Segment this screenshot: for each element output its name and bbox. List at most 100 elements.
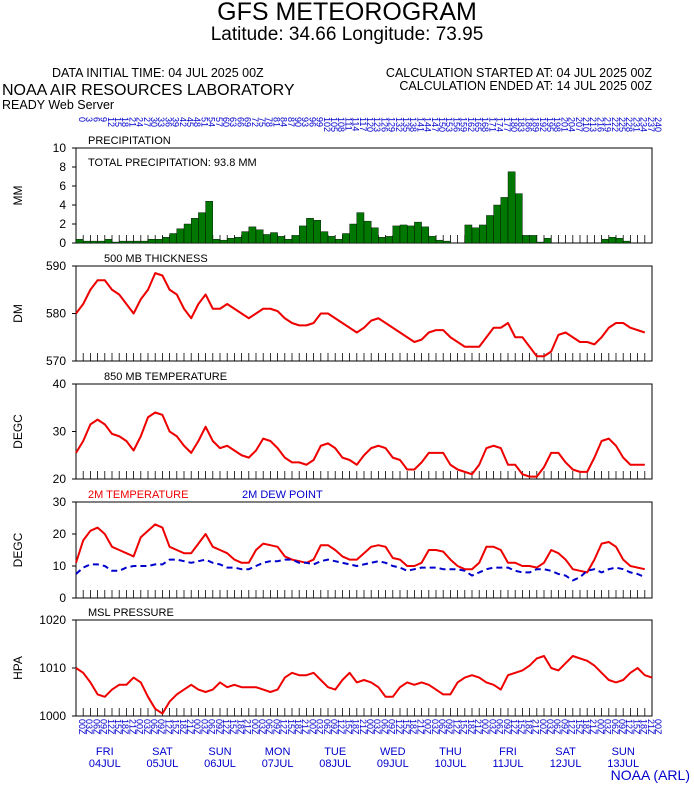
dew-point-line [75, 558, 646, 582]
top-hour-label: 129 [387, 117, 397, 132]
day-date-label: 10JUL [435, 758, 467, 770]
top-hour-label: 111 [343, 117, 353, 131]
top-hour-label: 150 [437, 117, 447, 132]
precip-bar [133, 240, 142, 244]
top-hour-label: 183 [516, 117, 526, 132]
precip-bar [219, 239, 228, 244]
bottom-hour-label: 12Z [567, 719, 577, 735]
precip-bar [104, 238, 113, 244]
day-date-label: 11JUL [493, 758, 524, 770]
top-hour-label: 114 [351, 117, 361, 131]
day-of-week-label: SUN [612, 746, 635, 758]
bottom-hour-label: 03Z [545, 719, 555, 735]
bottom-hour-label: 15Z [574, 719, 584, 735]
top-hour-label: 69 [243, 117, 253, 127]
bottom-hour-label: 00Z [365, 719, 375, 735]
precip-bar [263, 234, 271, 244]
bottom-hour-label: 18Z [293, 719, 303, 735]
top-hour-label: 192 [538, 117, 548, 132]
y-tick-label: 30 [53, 495, 67, 509]
day-date-label: 06JUL [204, 758, 236, 770]
precip-bar [407, 225, 415, 244]
precip-total-annotation: TOTAL PRECIPITATION: 93.8 MM [88, 157, 257, 169]
bottom-hour-label: 09Z [271, 719, 281, 735]
bottom-hour-label: 09Z [444, 719, 454, 735]
day-date-label: 09JUL [377, 758, 409, 770]
y-axis-label: HPA [11, 656, 25, 680]
top-hour-label: 87 [286, 117, 296, 127]
y-tick-label: 590 [46, 259, 66, 273]
bottom-hour-label: 03Z [142, 719, 152, 735]
bottom-hour-label: 00Z [192, 719, 202, 735]
top-hour-label: 219 [603, 117, 613, 132]
top-hour-label: 195 [545, 117, 555, 132]
precip-bar [140, 240, 149, 244]
precip-bar [385, 236, 394, 244]
bottom-hour-label: 12Z [451, 719, 461, 735]
bottom-hour-label: 18Z [639, 719, 649, 735]
bottom-hour-label: 12Z [624, 719, 634, 735]
day-date-label: 12JUL [550, 758, 582, 770]
top-hour-label: 24 [135, 117, 145, 127]
top-hour-label: 96 [307, 117, 317, 127]
panel-title: MSL PRESSURE [88, 607, 174, 619]
bottom-hour-label: 06Z [149, 719, 159, 735]
top-hour-label: 108 [336, 117, 346, 132]
bottom-hour-label: 21Z [358, 719, 368, 735]
panel-frame [75, 501, 653, 599]
day-of-week-label: SUN [208, 746, 231, 758]
bottom-hour-label: 18Z [351, 719, 361, 735]
precip-bar [82, 240, 91, 244]
bottom-hour-label: 15Z [459, 719, 469, 735]
y-tick-label: 0 [59, 591, 66, 605]
precip-bar [277, 236, 286, 244]
top-hour-label: 168 [480, 117, 490, 132]
top-hour-label: 6 [91, 117, 101, 122]
top-hour-label: 234 [639, 117, 649, 132]
bottom-hour-label: 09Z [387, 719, 397, 735]
legend-2m-dew-point: 2M DEW POINT [242, 489, 323, 501]
calc-ended-time: CALCULATION ENDED AT: 14 JUL 2025 00Z [399, 79, 652, 93]
bottom-hour-label: 15Z [286, 719, 296, 735]
precip-bar [183, 223, 192, 244]
top-hour-label: 21 [127, 117, 137, 127]
precip-bar [421, 226, 430, 244]
precip-bar [320, 231, 329, 244]
precip-bar [529, 235, 537, 244]
precip-bar [205, 200, 214, 244]
precip-bar [507, 171, 516, 244]
precip-bar [335, 238, 343, 244]
top-hour-label: 42 [178, 117, 188, 127]
top-hour-label: 30 [149, 117, 159, 127]
precip-bar [471, 227, 480, 244]
top-hour-label: 120 [365, 117, 375, 132]
chart-title: GFS METEOROGRAM [217, 0, 477, 26]
lab-name: NOAA AIR RESOURCES LABORATORY [2, 82, 295, 99]
bottom-hour-label: 15Z [113, 719, 123, 735]
header: GFS METEOROGRAM Latitude: 34.66 Longitud… [0, 0, 694, 130]
top-hour-label: 78 [264, 117, 274, 127]
precip-bar [190, 218, 199, 244]
top-hour-label: 186 [523, 117, 533, 132]
bottom-hour-label: 15Z [228, 719, 238, 735]
precip-bar [515, 193, 523, 244]
top-hour-label: 75 [257, 117, 267, 127]
bottom-hour-label: 21Z [185, 719, 195, 735]
top-hour-label: 90 [293, 117, 303, 127]
precip-bar [75, 238, 84, 244]
bottom-hour-label: 00Z [307, 719, 317, 735]
bottom-hour-label: 12Z [106, 719, 116, 735]
precip-bar [147, 238, 156, 244]
precip-bar [443, 240, 451, 244]
bottom-hour-label: 00Z [538, 719, 548, 735]
precip-bar [486, 215, 494, 244]
precip-bar [241, 231, 250, 244]
bottom-hour-label: 06Z [610, 719, 620, 735]
panel-title: 850 MB TEMPERATURE [104, 371, 227, 383]
top-hour-label: 162 [466, 117, 476, 132]
top-hour-label: 216 [595, 117, 605, 132]
bottom-hour-label: 06Z [322, 719, 332, 735]
panel-frame [75, 383, 653, 480]
bottom-hour-label: 18Z [178, 719, 188, 735]
precip-bar [536, 241, 545, 244]
